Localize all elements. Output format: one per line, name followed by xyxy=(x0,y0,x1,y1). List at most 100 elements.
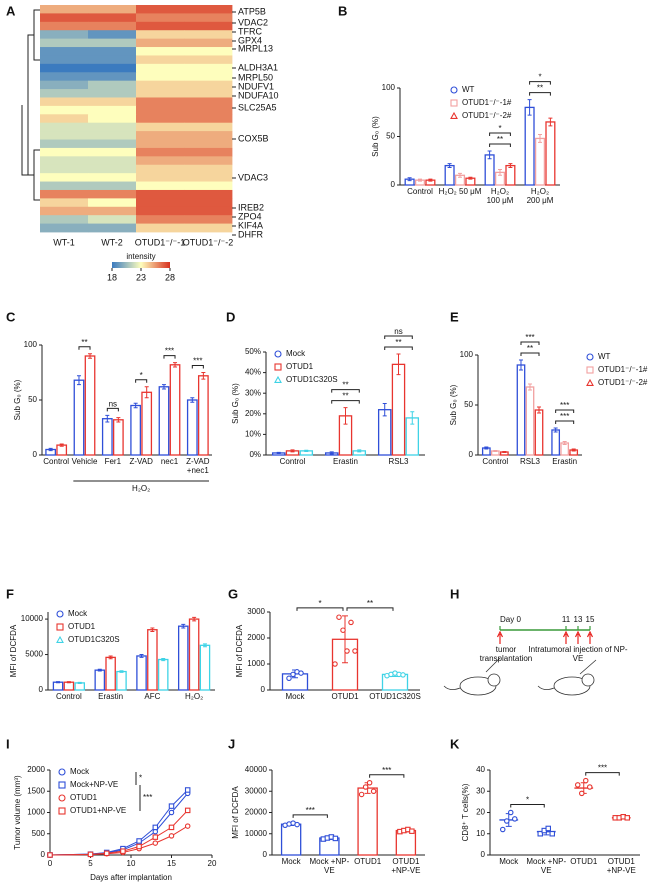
heatmap-cell xyxy=(88,206,137,216)
heatmap-cell xyxy=(136,215,185,224)
data-point xyxy=(152,834,159,840)
heatmap-cell xyxy=(88,30,137,40)
y-tick-label: 1000 xyxy=(27,808,45,817)
gene-label: VDAC3 xyxy=(238,172,268,182)
x-tick-label-box: Control xyxy=(482,458,508,466)
heatmap-cell xyxy=(184,55,233,65)
y-tick-label: 0% xyxy=(249,450,261,459)
x-tick-label-box: H₂O₂ 200 μM xyxy=(527,188,554,205)
heatmap-cell xyxy=(88,156,137,166)
x-tick-label: 10 xyxy=(127,859,136,868)
data-point xyxy=(358,791,365,798)
error-bar xyxy=(528,383,532,391)
bar xyxy=(84,355,96,456)
panel-label: G xyxy=(228,586,238,601)
gene-label: NDUFV1 xyxy=(238,81,274,91)
heatmap-cell xyxy=(40,147,89,157)
data-point xyxy=(136,843,142,850)
significance-label: ** xyxy=(342,392,348,401)
y-tick-label: 0 xyxy=(481,850,486,859)
gene-label: TFRC xyxy=(238,26,262,36)
legend-label: Mock xyxy=(70,767,90,776)
significance-label: * xyxy=(318,599,321,608)
significance-bracket xyxy=(369,774,405,778)
heatmap-cell xyxy=(88,164,137,174)
x-tick-label: Control xyxy=(43,458,70,466)
heatmap-cell xyxy=(136,47,185,56)
gene-label: DHFR xyxy=(238,229,263,239)
data-point xyxy=(103,850,110,857)
significance-bracket xyxy=(78,346,91,350)
error-bar xyxy=(537,406,542,414)
x-tick-label: Mock xyxy=(499,858,519,866)
bar xyxy=(377,409,392,456)
heatmap-cell xyxy=(40,156,89,166)
heatmap-cell xyxy=(184,21,233,31)
legend-label: Mock+NP-VE xyxy=(70,780,118,789)
heatmap-cell xyxy=(184,97,233,107)
annotation: tumor transplantation xyxy=(479,646,533,663)
error-bar xyxy=(161,384,166,390)
panel-label: D xyxy=(226,309,235,324)
significance-label: *** xyxy=(560,401,569,410)
heatmap-cell xyxy=(88,97,137,107)
legend-marker xyxy=(586,378,594,386)
y-axis-label: Sub G₀ (%) xyxy=(371,116,380,157)
gene-label: KIF4A xyxy=(238,220,263,230)
legend-label: WT xyxy=(462,85,475,94)
error-bar xyxy=(548,117,553,127)
heatmap-cell xyxy=(184,164,233,174)
timeline-label: 15 xyxy=(586,615,595,624)
x-tick-label: OTUD1 +NP-VE xyxy=(391,858,421,875)
x-tick-label: Mock +NP-VE xyxy=(526,858,567,875)
y-tick-label: 50% xyxy=(245,347,261,356)
bar xyxy=(197,375,209,456)
significance-label: ** xyxy=(395,338,401,347)
heatmap-cell xyxy=(40,55,89,65)
y-tick-label: 30000 xyxy=(245,786,268,795)
bar xyxy=(158,386,170,456)
heatmap-cell xyxy=(88,5,137,14)
error-bar xyxy=(304,449,309,452)
heatmap-cell xyxy=(40,173,89,182)
heatmap-cell xyxy=(136,105,185,115)
bar xyxy=(101,418,113,456)
error-bar xyxy=(66,681,71,684)
significance-bracket xyxy=(292,814,328,818)
x-tick-label: Fer1 xyxy=(104,458,122,466)
heatmap-cell xyxy=(136,164,185,174)
data-point xyxy=(168,809,175,816)
colorbar-title: intensity xyxy=(126,252,155,261)
heatmap-cell xyxy=(136,139,185,149)
x-tick-label-box: Fer1 xyxy=(104,458,122,466)
heatmap-cell xyxy=(88,198,137,208)
x-tick-label: Erastin xyxy=(333,458,358,466)
data-point xyxy=(537,830,543,837)
gene-label: GPX4 xyxy=(238,35,262,45)
data-point xyxy=(578,790,585,797)
heatmap-cell xyxy=(184,105,233,115)
heatmap-cell xyxy=(136,55,185,65)
heatmap-cell xyxy=(40,89,89,98)
heatmap-cell xyxy=(40,13,89,23)
injection-arrow xyxy=(562,630,570,644)
y-tick-label: 500 xyxy=(32,829,46,838)
heatmap-cell xyxy=(40,131,89,140)
gene-label: SLC25A5 xyxy=(238,102,277,112)
error-bar xyxy=(407,177,412,182)
heatmap-cell xyxy=(136,80,185,90)
x-tick-label: Mock xyxy=(285,693,305,701)
significance-label: ** xyxy=(527,344,533,353)
gene-label: MRPL50 xyxy=(238,72,273,82)
x-tick-label-box: OTUD1C320S xyxy=(369,693,421,701)
x-tick-label-box: H₂O₂ xyxy=(185,693,203,701)
gene-label: ALDH3A1 xyxy=(238,62,278,72)
heatmap-cell xyxy=(88,72,137,82)
bar xyxy=(112,419,124,456)
legend-marker xyxy=(274,350,282,358)
y-tick-label: 0 xyxy=(469,450,474,459)
heatmap-cell xyxy=(40,114,89,124)
heatmap-cell xyxy=(184,114,233,124)
data-point xyxy=(545,825,551,832)
heatmap-cell xyxy=(40,139,89,149)
